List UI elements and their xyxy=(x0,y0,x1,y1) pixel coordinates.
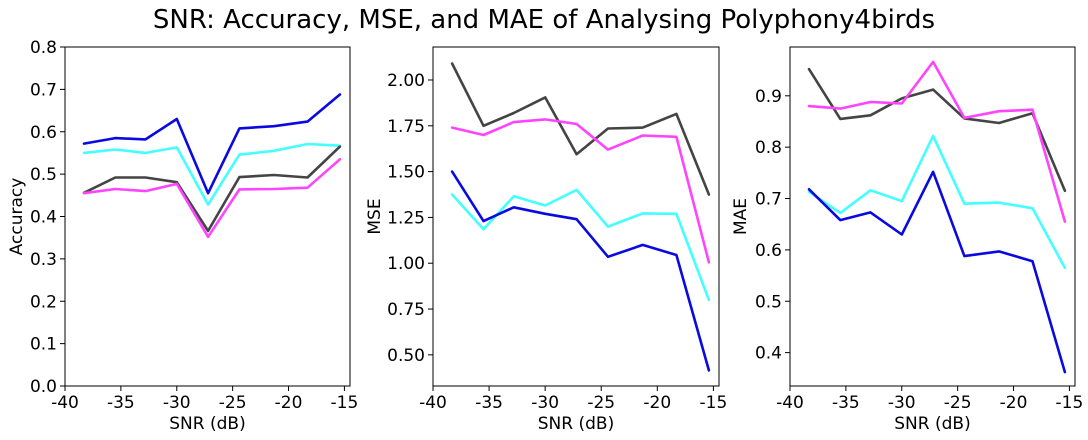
accuracy-x-tick-label: -35 xyxy=(107,393,135,413)
mse-y-axis-label: MSE xyxy=(365,198,385,234)
mae-axes-frame xyxy=(789,46,1076,387)
mae-y-tick-label: 0.5 xyxy=(755,292,782,312)
mae-series-line-0 xyxy=(807,67,1067,193)
mse-axes-frame xyxy=(432,46,720,387)
mse-x-tick-label: -20 xyxy=(643,393,671,413)
mae-y-tick-label: 0.6 xyxy=(755,241,782,261)
mse-y-tick-label: 1.00 xyxy=(387,254,425,274)
mae-x-tick-label: -25 xyxy=(944,393,972,413)
mae-x-axis-label: SNR (dB) xyxy=(894,414,970,434)
accuracy-x-axis-label: SNR (dB) xyxy=(169,414,245,434)
mae-y-axis-label: MAE xyxy=(731,198,751,235)
mse-series-line-0 xyxy=(450,62,711,196)
mse-x-axis-label: SNR (dB) xyxy=(538,414,614,434)
mae-y-tick-label: 0.9 xyxy=(755,87,782,107)
accuracy-y-tick-label: 0.5 xyxy=(30,165,57,185)
accuracy-y-tick-label: 0.7 xyxy=(30,80,57,100)
accuracy-panel: -40 -35 -30 -25 -20 -15 0.0 0.1 0.2 0.3 0.4 0.5 0.6 0… xyxy=(7,38,358,434)
mse-x-tick-label: -40 xyxy=(419,393,447,413)
accuracy-y-tick-label: 0.2 xyxy=(30,292,57,312)
figure-title: SNR: Accuracy, MSE, and MAE of Analysing… xyxy=(153,5,935,35)
mse-panel: -40 -35 -30 -25 -20 -15 0.50 0.75 1.00 1.25 1.50 1.… xyxy=(365,46,728,434)
accuracy-y-axis-label: Accuracy xyxy=(7,178,27,256)
accuracy-series-line-2 xyxy=(82,145,342,233)
mse-y-tick-label: 1.75 xyxy=(387,117,425,137)
mae-x-tick-label: -30 xyxy=(888,393,916,413)
mse-x-tick-label: -35 xyxy=(475,393,503,413)
mae-y-tick-label: 0.8 xyxy=(755,138,782,158)
mae-x-tick-label: -20 xyxy=(1000,393,1028,413)
mae-y-tick-label: 0.4 xyxy=(755,344,782,364)
mae-y-tick-label: 0.7 xyxy=(755,190,782,210)
accuracy-series-line-0 xyxy=(82,93,342,195)
mae-panel: -40 -35 -30 -25 -20 -15 0.4 0.5 0.6 0.7 0.8 0.9 SNR … xyxy=(731,46,1084,434)
accuracy-x-tick-label: -25 xyxy=(219,393,247,413)
accuracy-axes-frame xyxy=(64,46,351,387)
mae-x-tick-label: -15 xyxy=(1056,393,1084,413)
mse-x-tick-label: -30 xyxy=(531,393,559,413)
accuracy-series-line-1 xyxy=(82,142,342,206)
mse-y-tick-label: 1.50 xyxy=(387,163,425,183)
accuracy-x-tick-label: -20 xyxy=(275,393,303,413)
accuracy-y-tick-label: 0.1 xyxy=(30,335,57,355)
accuracy-x-tick-label: -40 xyxy=(51,393,79,413)
mse-x-tick-label: -15 xyxy=(700,393,728,413)
mse-y-tick-label: 1.25 xyxy=(387,208,425,228)
mse-x-tick-label: -25 xyxy=(587,393,615,413)
mse-y-tick-label: 0.50 xyxy=(387,346,425,366)
accuracy-y-tick-label: 0.6 xyxy=(30,123,57,143)
mae-series-line-1 xyxy=(807,60,1067,223)
accuracy-series-line-3 xyxy=(82,158,342,239)
accuracy-x-tick-label: -15 xyxy=(331,393,359,413)
mse-y-tick-label: 2.00 xyxy=(387,71,425,91)
mae-series-line-3 xyxy=(807,170,1067,374)
mse-series-line-2 xyxy=(450,188,711,302)
mse-series-line-1 xyxy=(450,118,711,264)
mae-x-tick-label: -40 xyxy=(776,393,804,413)
mae-x-tick-label: -35 xyxy=(832,393,860,413)
accuracy-y-tick-label: 0.8 xyxy=(30,38,57,58)
mse-series-line-3 xyxy=(450,170,711,372)
accuracy-y-tick-label: 0.3 xyxy=(30,250,57,270)
mse-y-tick-label: 0.75 xyxy=(387,300,425,320)
accuracy-y-tick-label: 0.4 xyxy=(30,208,57,228)
accuracy-x-tick-label: -30 xyxy=(163,393,191,413)
accuracy-y-tick-label: 0.0 xyxy=(30,377,57,397)
mae-series-line-2 xyxy=(807,134,1067,270)
